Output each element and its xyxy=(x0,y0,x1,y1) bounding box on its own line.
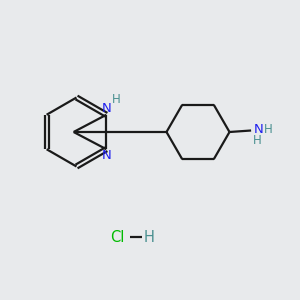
Text: H: H xyxy=(253,134,262,147)
Text: H: H xyxy=(112,93,120,106)
Text: N: N xyxy=(101,149,111,162)
Text: N: N xyxy=(254,122,264,136)
Text: N: N xyxy=(101,102,111,115)
Text: H: H xyxy=(144,230,155,244)
Text: H: H xyxy=(264,122,273,136)
Text: Cl: Cl xyxy=(110,230,124,244)
